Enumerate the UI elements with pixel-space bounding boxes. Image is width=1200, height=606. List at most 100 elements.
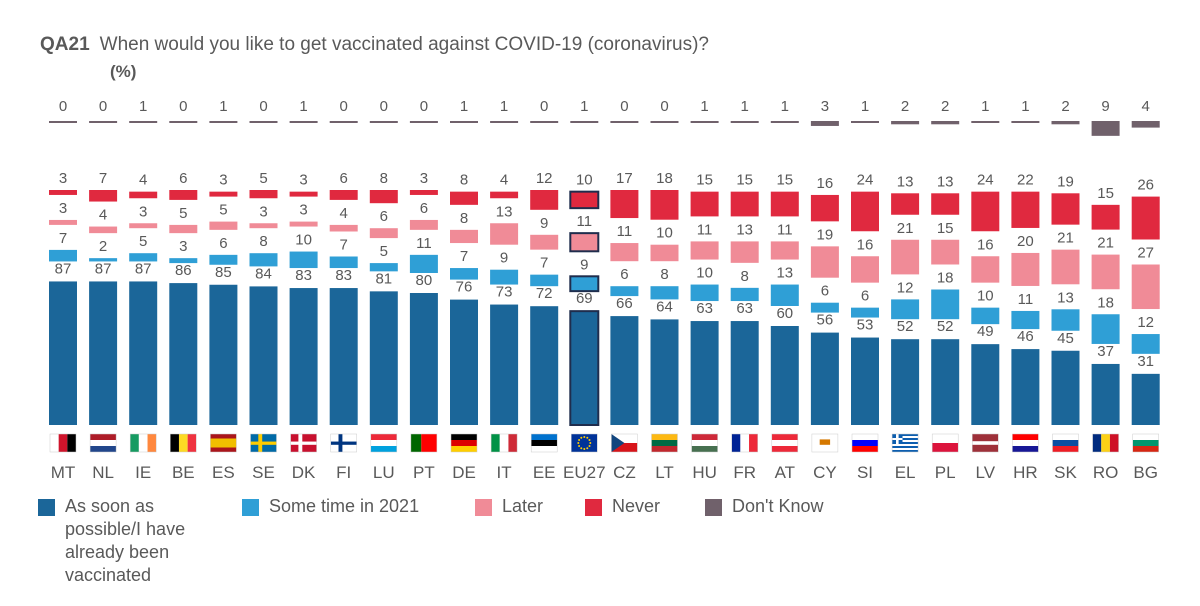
flag-eu27-icon-star	[589, 442, 592, 444]
segment-later-pl	[931, 239, 960, 265]
segment-2021-bg	[1131, 334, 1160, 354]
flag-el-icon-part	[892, 438, 903, 440]
flag-lt-icon-part	[651, 446, 678, 452]
flag-si-icon-border	[851, 433, 879, 453]
segment-later-eu27	[569, 232, 600, 253]
value-label-later-hr: 20	[1017, 233, 1034, 250]
bar-as-soon-eu27	[569, 310, 600, 426]
segment-later-cy	[810, 246, 839, 278]
flag-it-icon-part	[491, 434, 500, 452]
bar-as-soon-ee	[530, 306, 559, 425]
value-label-as-soon-bg: 31	[1137, 353, 1154, 370]
value-label-as-soon-be: 86	[175, 262, 192, 279]
value-label-dont-know-it: 1	[500, 98, 508, 115]
category-label-eu27: EU27	[563, 463, 606, 482]
value-label-2021-ro: 18	[1097, 294, 1114, 311]
segment-later-fi	[329, 224, 358, 232]
value-label-dont-know-si: 1	[861, 98, 869, 115]
segment-2021-se	[249, 253, 278, 267]
segment-dont-know-lt	[650, 121, 679, 123]
flag-hr-icon-part	[1012, 446, 1039, 452]
segment-never-es	[209, 191, 238, 197]
flag-eu27-icon-part	[571, 434, 598, 452]
value-label-later-si: 16	[857, 236, 874, 253]
category-label-ie: IE	[135, 463, 151, 482]
segment-dont-know-pt	[409, 121, 438, 123]
legend-label: As soon as possible/I have already been …	[65, 496, 186, 585]
flag-hu-icon-part	[691, 434, 718, 440]
segment-later-sk	[1051, 249, 1080, 285]
value-label-2021-si: 6	[861, 288, 869, 305]
flag-bg-icon-part	[1132, 446, 1159, 452]
segment-later-at	[770, 241, 799, 260]
category-label-hr: HR	[1013, 463, 1038, 482]
segment-later-fr	[730, 241, 759, 263]
segment-never-nl	[89, 190, 118, 202]
flag-el-icon-part	[892, 438, 919, 440]
value-label-never-lu: 8	[380, 170, 388, 187]
flag-de-icon-part	[451, 440, 477, 446]
value-label-never-be: 6	[179, 170, 187, 187]
value-label-later-eu27: 11	[577, 213, 593, 230]
value-label-never-eu27: 10	[576, 172, 593, 189]
value-label-never-pt: 3	[420, 170, 428, 187]
value-label-later-de: 8	[460, 210, 468, 227]
legend-label: Later	[502, 496, 544, 516]
bar-as-soon-se	[249, 286, 278, 425]
flag-lt-icon-border	[651, 433, 678, 453]
flag-bg-icon-border	[1132, 433, 1159, 453]
flag-cz-icon	[611, 433, 638, 453]
flag-se-icon-border	[250, 433, 277, 453]
flag-it-icon-part	[508, 434, 518, 452]
value-label-dont-know-cy: 3	[821, 98, 829, 115]
flag-be-icon-part	[187, 434, 197, 452]
flag-ee-icon-part	[531, 440, 558, 446]
segment-dont-know-nl	[89, 121, 118, 123]
category-label-dk: DK	[292, 463, 316, 482]
flag-lv-icon-part	[972, 441, 999, 445]
segment-dont-know-si	[851, 121, 879, 123]
bar-as-soon-pl	[931, 339, 960, 425]
value-label-as-soon-se: 84	[255, 265, 272, 282]
flag-cz-icon-part	[611, 434, 638, 443]
flag-cz-icon-triangle	[611, 434, 625, 452]
flag-pt-icon-part	[421, 434, 437, 452]
flag-el-icon-part	[892, 434, 919, 436]
value-label-later-fi: 4	[340, 205, 348, 222]
flag-ee-icon-border	[530, 433, 558, 453]
flag-sk-icon-part	[1052, 446, 1079, 452]
category-label-lt: LT	[655, 463, 674, 482]
value-label-never-es: 3	[219, 172, 227, 189]
value-label-later-lt: 10	[656, 225, 673, 242]
category-label-lu: LU	[373, 463, 395, 482]
value-label-as-soon-ie: 87	[135, 260, 152, 277]
value-label-dont-know-fr: 1	[741, 98, 749, 115]
flag-lu-icon-border	[370, 433, 398, 453]
category-label-fi: FI	[336, 463, 351, 482]
flag-ro-icon	[1092, 433, 1119, 453]
bar-as-soon-si	[851, 337, 879, 425]
segment-later-es	[209, 221, 238, 230]
segment-later-mt	[49, 219, 77, 225]
category-label-pt: PT	[413, 463, 435, 482]
value-label-never-cy: 16	[817, 175, 834, 192]
value-label-2021-it: 9	[500, 250, 508, 267]
flag-pl-icon-part	[932, 434, 959, 443]
bar-as-soon-it	[490, 304, 519, 425]
flag-ie-icon-part	[138, 434, 148, 452]
flag-ee-icon-part	[531, 446, 558, 452]
segment-later-el	[891, 239, 920, 275]
value-label-2021-pl: 18	[937, 270, 954, 287]
value-label-later-el: 21	[897, 220, 914, 237]
value-label-dont-know-pl: 2	[941, 98, 949, 115]
bar-as-soon-lt	[650, 319, 679, 425]
segment-never-lt	[650, 190, 679, 220]
segment-never-el	[891, 193, 920, 215]
segment-never-mt	[49, 190, 77, 195]
segment-never-sk	[1051, 193, 1080, 225]
segment-dont-know-eu27	[570, 121, 599, 123]
bar-as-soon-ie	[129, 281, 158, 425]
flag-dk-icon-border	[290, 433, 317, 453]
flag-bg-icon-part	[1132, 440, 1159, 446]
flag-fr-icon	[731, 433, 758, 453]
